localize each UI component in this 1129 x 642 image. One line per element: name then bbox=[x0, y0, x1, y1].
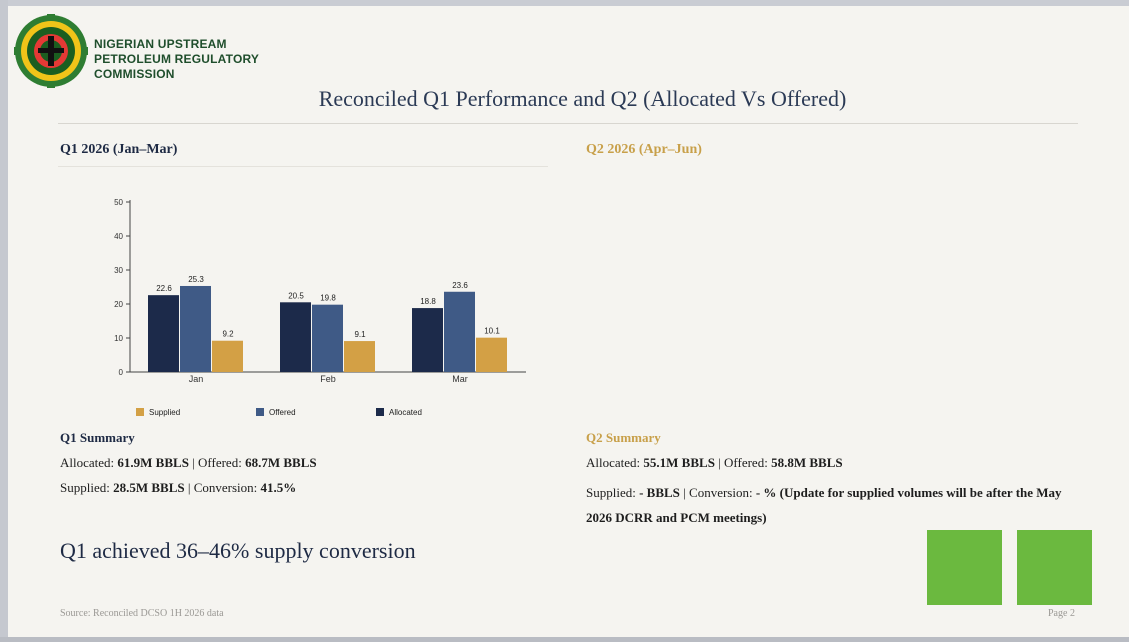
data-label: 10.1 bbox=[484, 327, 500, 336]
window-top-border bbox=[0, 0, 1129, 6]
q1-summary-line-1: Allocated: 61.9M BBLS | Offered: 68.7M B… bbox=[60, 455, 317, 471]
legend-label: Offered bbox=[269, 408, 296, 417]
q1-supplied-value: 28.5M BBLS bbox=[113, 480, 185, 495]
legend-label: Allocated bbox=[389, 408, 422, 417]
x-tick-label: Mar bbox=[452, 374, 468, 384]
q1-divider bbox=[58, 166, 548, 167]
window-left-border bbox=[0, 0, 8, 642]
q2-summary-heading: Q2 Summary bbox=[586, 430, 661, 445]
legend-label: Supplied bbox=[149, 408, 180, 417]
q2-conversion-label: | Conversion: bbox=[679, 485, 756, 500]
organization-name: NIGERIAN UPSTREAM PETROLEUM REGULATORY C… bbox=[94, 37, 294, 82]
q2-conversion-value: - % (Update for supplied volumes will be… bbox=[586, 485, 1062, 525]
legend-swatch-offered bbox=[256, 408, 264, 416]
q2-supplied-label: Supplied: bbox=[586, 485, 640, 500]
green-square-button-1[interactable] bbox=[927, 530, 1002, 605]
org-name-line-3: COMMISSION bbox=[94, 67, 175, 81]
bar-offered-jan bbox=[180, 285, 211, 372]
y-tick-label: 30 bbox=[114, 266, 123, 275]
q1-conversion-label: | Conversion: bbox=[184, 480, 261, 495]
data-label: 20.5 bbox=[288, 291, 304, 300]
q1-offered-label: | Offered: bbox=[188, 455, 246, 470]
data-label: 23.6 bbox=[452, 281, 468, 290]
slide-title: Reconciled Q1 Performance and Q2 (Alloca… bbox=[318, 86, 847, 111]
q2-summary-line-2: Supplied: - BBLS | Conversion: - % (Upda… bbox=[586, 480, 1086, 530]
q2-heading: Q2 2026 (Apr–Jun) bbox=[586, 142, 702, 157]
nuprc-logo bbox=[14, 14, 88, 88]
data-label: 18.8 bbox=[420, 297, 436, 306]
q1-summary-heading: Q1 Summary bbox=[60, 430, 135, 445]
bar-allocated-feb bbox=[280, 302, 311, 372]
x-tick-label: Feb bbox=[320, 374, 336, 384]
org-name-line-1: NIGERIAN UPSTREAM bbox=[94, 37, 227, 51]
q1-summary-line-2: Supplied: 28.5M BBLS | Conversion: 41.5% bbox=[60, 480, 296, 496]
data-label: 9.1 bbox=[354, 330, 366, 339]
bar-supplied-mar bbox=[476, 337, 507, 372]
y-tick-label: 10 bbox=[114, 334, 123, 343]
headline-statement: Q1 achieved 36–46% supply conversion bbox=[60, 538, 416, 563]
window-bottom-border bbox=[0, 637, 1129, 642]
bar-supplied-jan bbox=[212, 340, 243, 372]
q1-conversion-value: 41.5% bbox=[260, 480, 297, 495]
x-tick-label: Jan bbox=[189, 374, 204, 384]
q1-allocated-value: 61.9M BBLS bbox=[117, 455, 189, 470]
bar-offered-feb bbox=[312, 304, 343, 372]
q2-allocated-label: Allocated: bbox=[586, 455, 644, 470]
q2-offered-label: | Offered: bbox=[714, 455, 772, 470]
source-note: Source: Reconciled DCSO 1H 2026 data bbox=[60, 608, 224, 619]
org-name-line-2: PETROLEUM REGULATORY bbox=[94, 52, 260, 66]
q1-offered-value: 68.7M BBLS bbox=[245, 455, 317, 470]
data-label: 22.6 bbox=[156, 284, 172, 293]
data-label: 19.8 bbox=[320, 294, 336, 303]
green-square-button-2[interactable] bbox=[1017, 530, 1092, 605]
q2-supplied-value: - BBLS bbox=[639, 485, 680, 500]
bar-offered-mar bbox=[444, 291, 475, 372]
q1-allocated-label: Allocated: bbox=[60, 455, 118, 470]
q1-heading: Q1 2026 (Jan–Mar) bbox=[60, 142, 178, 157]
q2-summary-line-1: Allocated: 55.1M BBLS | Offered: 58.8M B… bbox=[586, 455, 843, 471]
q1-bar-chart: 0 10 20 30 40 50 22.6 25.3 9.2 Jan 20.5 19.8 9.1 Feb 1… bbox=[58, 166, 548, 426]
y-tick-label: 20 bbox=[114, 300, 123, 309]
bar-allocated-jan bbox=[148, 295, 179, 372]
data-label: 25.3 bbox=[188, 275, 204, 284]
q2-offered-value: 58.8M BBLS bbox=[771, 455, 843, 470]
q1-supplied-label: Supplied: bbox=[60, 480, 114, 495]
legend-swatch-supplied bbox=[136, 408, 144, 416]
q2-allocated-value: 55.1M BBLS bbox=[643, 455, 715, 470]
q1-chart-svg: 0 10 20 30 40 50 22.6 25.3 9.2 Jan 20.5 19.8 9.1 Feb 1… bbox=[114, 198, 526, 417]
y-tick-label: 50 bbox=[114, 198, 123, 207]
bar-supplied-feb bbox=[344, 341, 375, 372]
legend-swatch-allocated bbox=[376, 408, 384, 416]
y-tick-label: 40 bbox=[114, 232, 123, 241]
y-tick-label: 0 bbox=[119, 368, 124, 377]
title-divider bbox=[58, 123, 1078, 124]
data-label: 9.2 bbox=[222, 330, 234, 339]
bar-allocated-mar bbox=[412, 308, 443, 372]
page-number: Page 2 bbox=[1048, 608, 1075, 619]
